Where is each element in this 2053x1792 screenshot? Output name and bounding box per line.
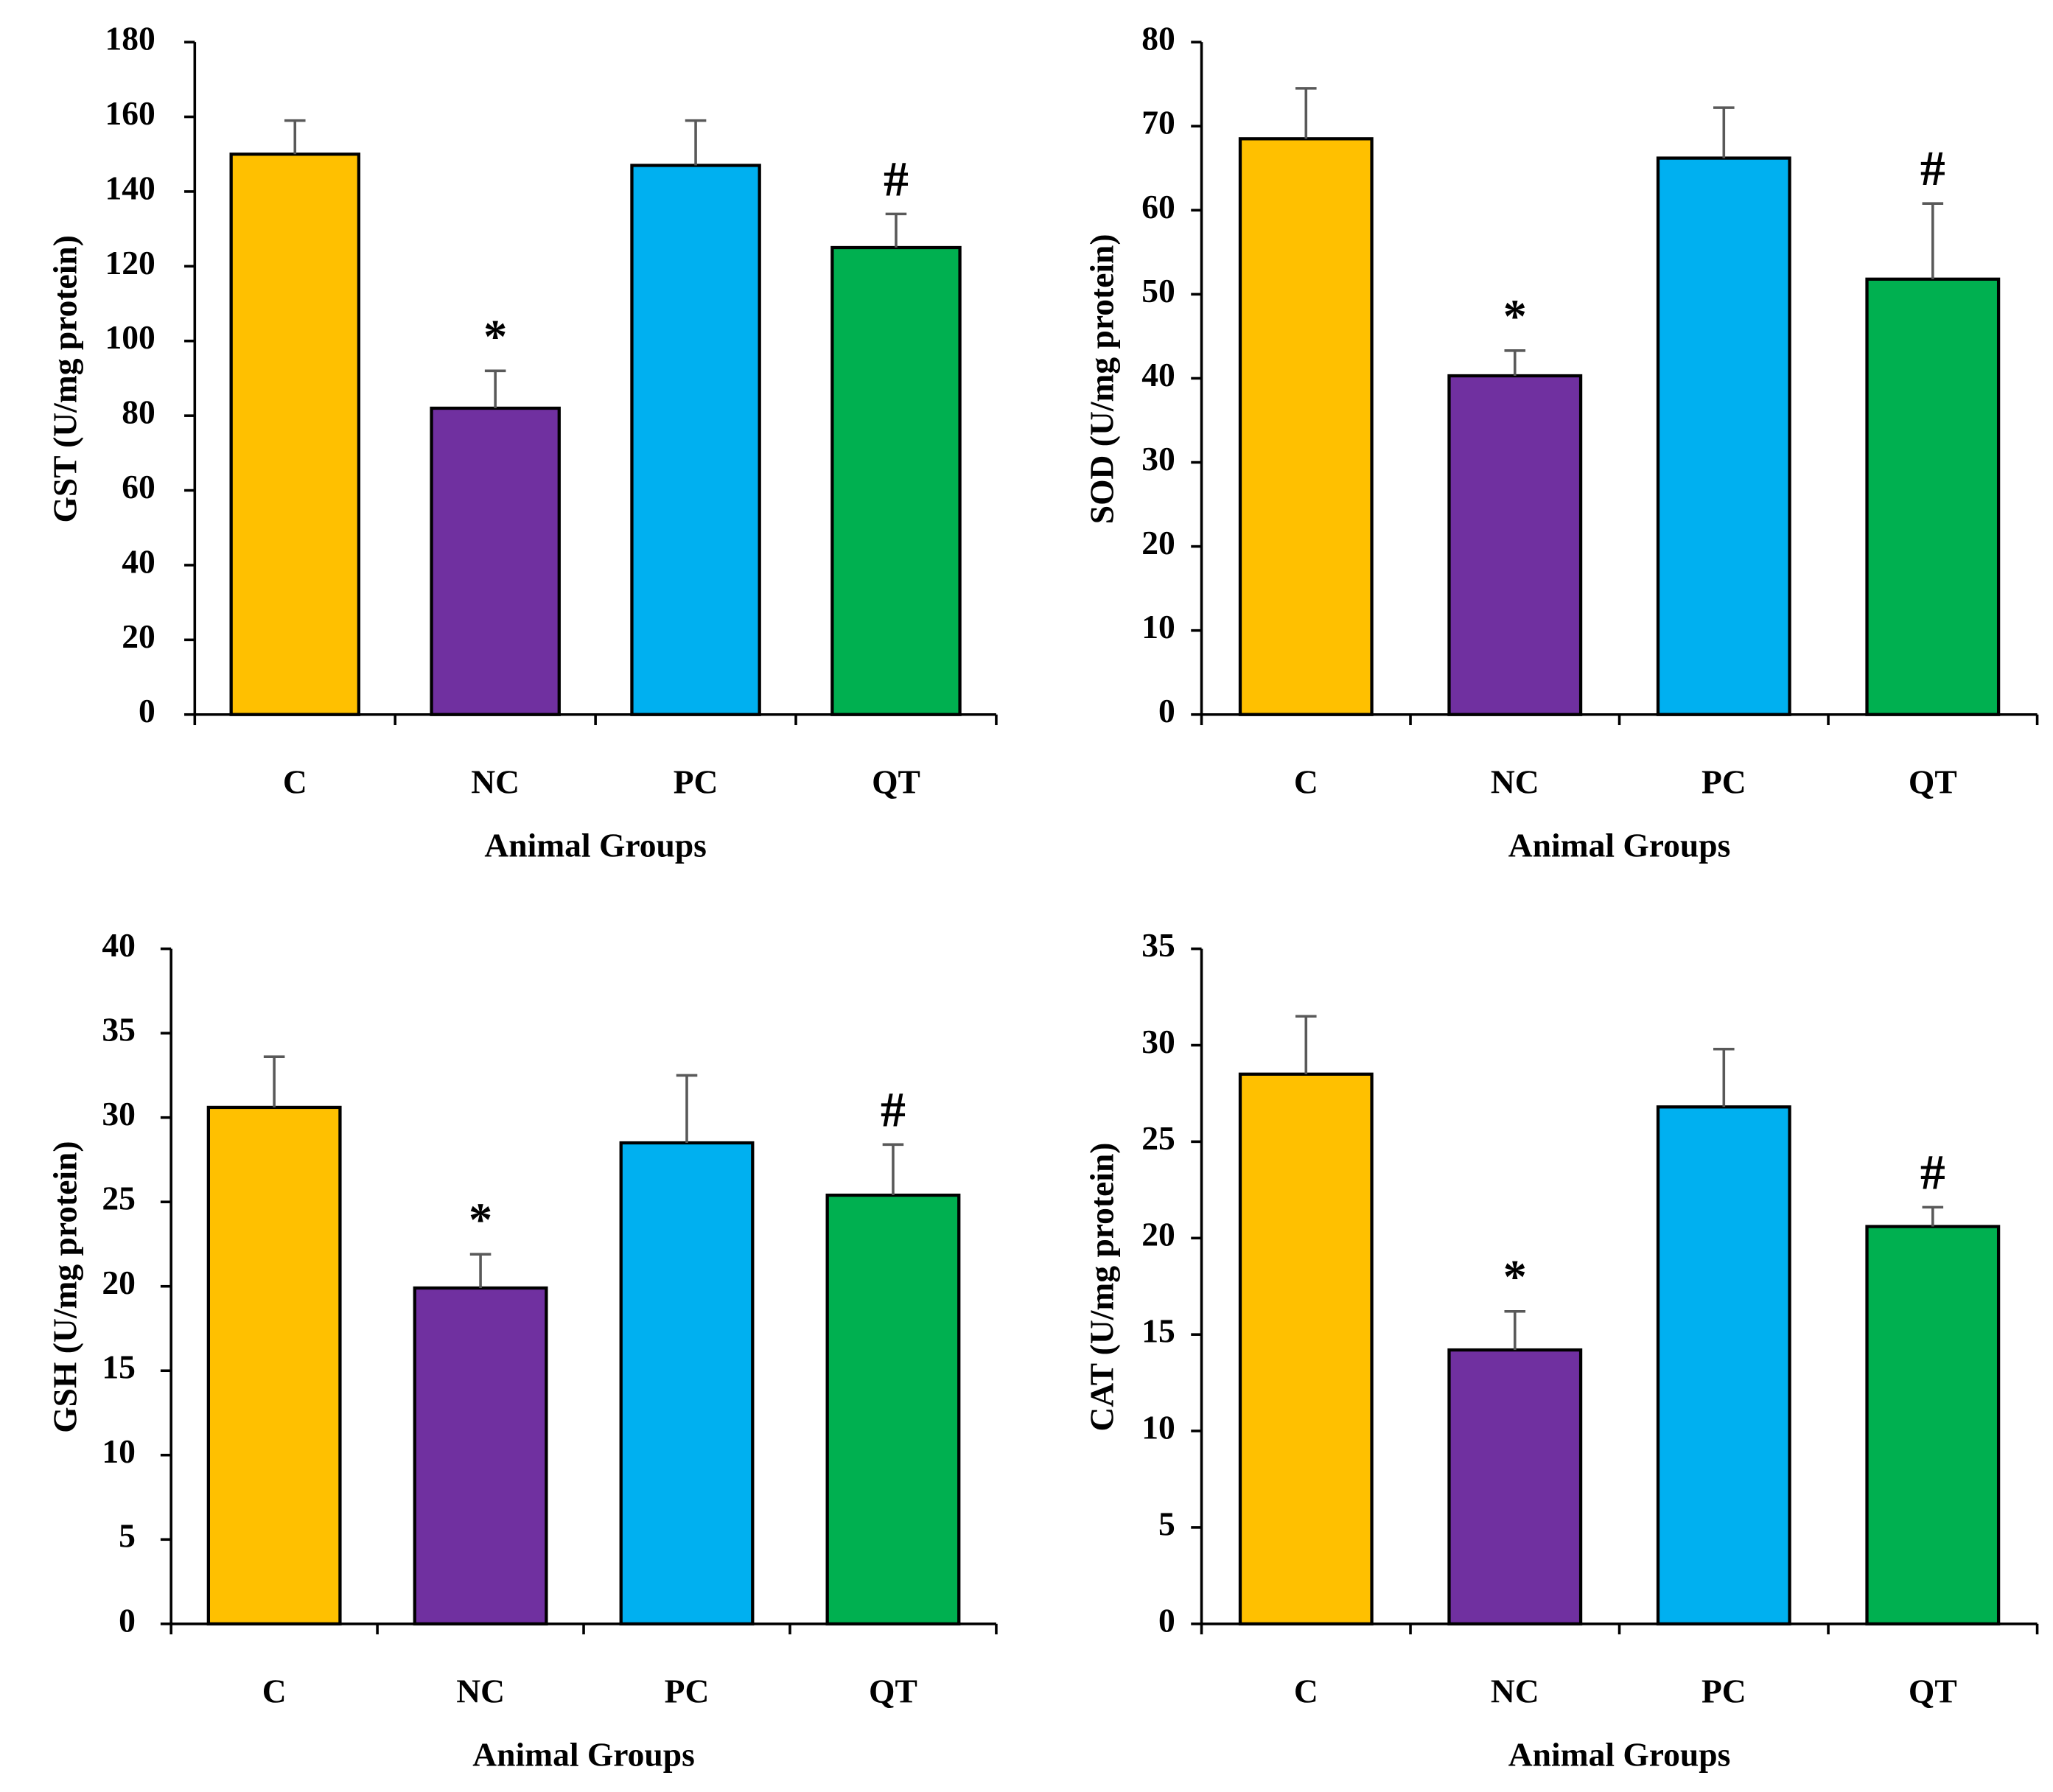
bar-QT: [825, 1193, 961, 1625]
y-tick-label-60: 60: [122, 468, 155, 505]
x-tick-label-C: C: [1294, 763, 1318, 801]
bar-QT: [830, 245, 962, 716]
x-tick-label-PC: PC: [674, 763, 718, 801]
significance-mark-NC: *: [483, 310, 507, 363]
y-tick-label-50: 50: [1141, 272, 1175, 309]
bar-C: [229, 153, 361, 716]
significance-mark-QT: #: [1920, 1144, 1945, 1200]
chart-panel-1: C * NC PC # QT 0 20 40 60 80 100 120 140 160 180 Animal …: [46, 20, 998, 864]
y-axis-title: SOD (U/mg protein): [1083, 234, 1121, 524]
y-tick-label-60: 60: [1141, 188, 1175, 225]
x-tick-label-NC: NC: [456, 1673, 505, 1710]
bar-PC: [630, 164, 761, 716]
y-tick-label-20: 20: [122, 617, 155, 655]
y-tick-label-0: 0: [139, 692, 155, 729]
bar-C: [206, 1105, 342, 1625]
y-tick-label-5: 5: [1158, 1505, 1175, 1542]
significance-mark-NC: *: [1503, 290, 1527, 343]
bar-NC: [1447, 374, 1583, 716]
x-axis-title: Animal Groups: [472, 1735, 695, 1773]
significance-mark-NC: *: [1503, 1251, 1527, 1303]
y-tick-label-0: 0: [1158, 1601, 1175, 1639]
y-tick-label-30: 30: [1141, 1023, 1175, 1060]
y-tick-label-40: 40: [122, 542, 155, 580]
y-tick-label-0: 0: [1158, 692, 1175, 729]
y-tick-label-80: 80: [122, 393, 155, 431]
y-tick-label-25: 25: [1141, 1119, 1175, 1157]
significance-mark-NC: *: [469, 1194, 492, 1246]
x-tick-label-C: C: [283, 763, 307, 801]
y-tick-label-35: 35: [102, 1011, 136, 1049]
y-tick-label-160: 160: [105, 94, 155, 132]
y-tick-label-120: 120: [105, 244, 155, 281]
x-tick-label-NC: NC: [1491, 763, 1539, 801]
chart-panel-4: C * NC PC # QT 0 5 10 15 20 25 30 35 Animal Groups CAT …: [1083, 926, 2039, 1773]
bar-QT: [1865, 1225, 2001, 1625]
bar-PC: [619, 1141, 755, 1625]
y-tick-label-70: 70: [1141, 104, 1175, 141]
bar-NC: [413, 1286, 548, 1625]
x-tick-label-PC: PC: [665, 1673, 710, 1710]
bar-PC: [1656, 156, 1791, 716]
bar-NC: [430, 406, 561, 716]
y-tick-label-30: 30: [102, 1095, 136, 1133]
y-tick-label-15: 15: [102, 1348, 136, 1386]
y-tick-label-0: 0: [119, 1601, 136, 1639]
x-tick-label-PC: PC: [1701, 1673, 1746, 1710]
y-tick-label-140: 140: [105, 169, 155, 206]
x-axis-title: Animal Groups: [1508, 1735, 1731, 1773]
y-tick-label-30: 30: [1141, 440, 1175, 477]
chart-panel-3: C * NC PC # QT 0 5 10 15 20 25 30 35 40 Animal Groups GS…: [46, 926, 998, 1773]
bar-PC: [1656, 1105, 1791, 1625]
y-axis-title: GSH (U/mg protein): [46, 1141, 83, 1432]
x-tick-label-NC: NC: [1491, 1673, 1539, 1710]
x-tick-label-QT: QT: [872, 763, 920, 801]
y-tick-label-20: 20: [1141, 1216, 1175, 1253]
y-tick-label-20: 20: [102, 1264, 136, 1301]
x-tick-label-QT: QT: [1909, 1673, 1957, 1710]
x-tick-label-C: C: [1294, 1673, 1318, 1710]
y-tick-label-15: 15: [1141, 1312, 1175, 1350]
y-tick-label-180: 180: [105, 20, 155, 57]
y-tick-label-100: 100: [105, 318, 155, 356]
y-tick-label-40: 40: [102, 926, 136, 964]
x-axis-title: Animal Groups: [1508, 826, 1731, 864]
y-tick-label-40: 40: [1141, 356, 1175, 393]
y-tick-label-10: 10: [1141, 1408, 1175, 1446]
x-tick-label-QT: QT: [1909, 763, 1957, 801]
y-tick-label-80: 80: [1141, 20, 1175, 57]
y-tick-label-35: 35: [1141, 926, 1175, 964]
x-tick-label-NC: NC: [471, 763, 520, 801]
bar-NC: [1447, 1348, 1583, 1625]
significance-mark-QT: #: [884, 151, 909, 206]
x-tick-label-QT: QT: [869, 1673, 917, 1710]
y-tick-label-5: 5: [119, 1517, 136, 1555]
x-tick-label-PC: PC: [1701, 763, 1746, 801]
x-axis-title: Animal Groups: [484, 826, 707, 864]
x-tick-label-C: C: [262, 1673, 287, 1710]
y-tick-label-25: 25: [102, 1180, 136, 1217]
y-tick-label-20: 20: [1141, 524, 1175, 561]
y-tick-label-10: 10: [1141, 608, 1175, 645]
chart-panel-2: C * NC PC # QT 0 10 20 30 40 50 60 70 80 Animal Groups S…: [1083, 20, 2039, 864]
y-axis-title: CAT (U/mg protein): [1083, 1143, 1121, 1432]
bar-C: [1238, 1072, 1374, 1625]
significance-mark-QT: #: [1920, 141, 1945, 196]
bar-QT: [1865, 277, 2001, 716]
bar-C: [1238, 137, 1374, 716]
y-tick-label-10: 10: [102, 1432, 136, 1470]
significance-mark-QT: #: [881, 1082, 906, 1137]
y-axis-title: GST (U/mg protein): [46, 235, 83, 522]
